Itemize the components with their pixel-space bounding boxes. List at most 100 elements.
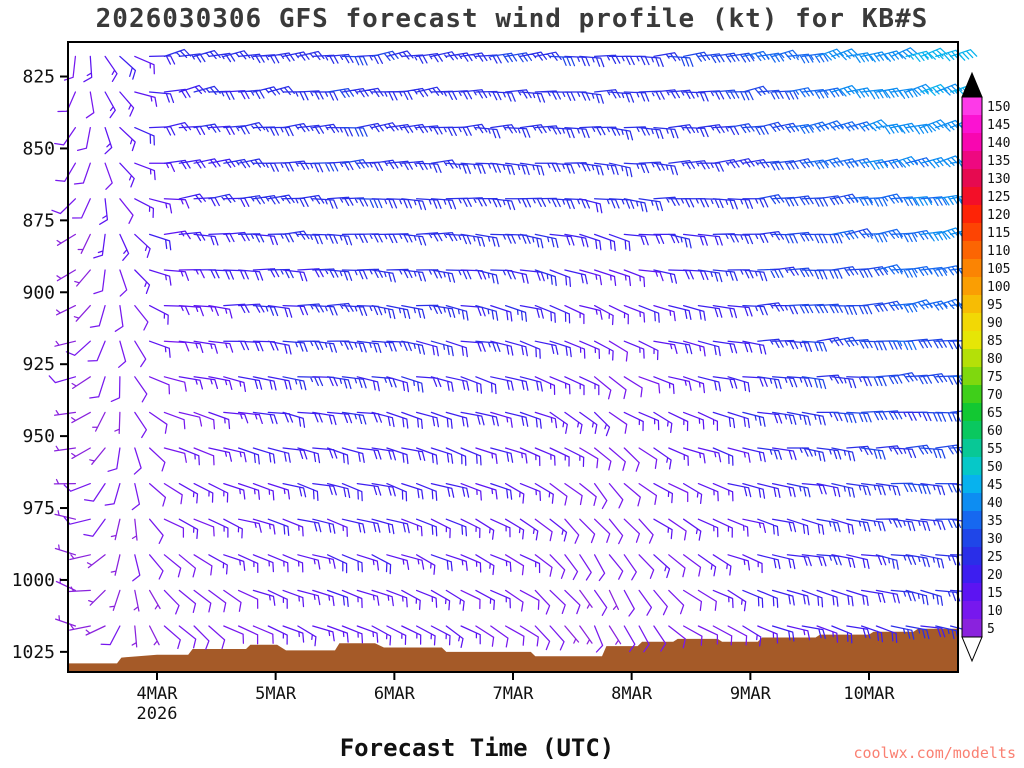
wind-barb <box>638 554 655 579</box>
wind-barb <box>519 124 547 134</box>
wind-barb <box>282 340 308 353</box>
wind-barb <box>401 54 428 64</box>
wind-barb <box>579 554 592 581</box>
wind-barb <box>519 340 541 359</box>
wind-barb <box>860 376 887 387</box>
wind-barb <box>237 269 264 281</box>
wind-barb <box>77 233 91 254</box>
wind-barb <box>860 232 888 243</box>
wind-barb <box>148 411 168 434</box>
wind-barb <box>401 518 423 537</box>
wind-barb <box>401 340 426 355</box>
wind-barb <box>148 126 176 136</box>
wind-barb <box>623 411 644 432</box>
wind-barb <box>133 447 142 475</box>
wind-barb <box>668 89 695 100</box>
wind-barb <box>608 162 633 178</box>
wind-barb <box>148 554 164 580</box>
colorbar-tick-label: 90 <box>987 316 1003 331</box>
wind-barb <box>757 482 781 499</box>
wind-barb <box>771 411 797 425</box>
wind-barb <box>890 302 918 313</box>
wind-barb <box>208 625 226 650</box>
wind-barb <box>712 340 738 354</box>
wind-barb <box>697 198 724 209</box>
wind-barb <box>593 518 611 543</box>
wind-barb <box>816 48 844 61</box>
wind-barb <box>504 233 531 244</box>
wind-barb <box>371 91 398 101</box>
wind-barb <box>638 269 664 282</box>
watermark-link[interactable]: coolwx.com/modelts <box>853 744 1016 762</box>
wind-barb <box>816 518 841 533</box>
wind-barb <box>697 304 723 318</box>
wind-barb <box>831 48 859 61</box>
wind-barb <box>579 198 603 214</box>
wind-barb <box>134 55 155 75</box>
wind-barb <box>668 55 694 67</box>
wind-barb <box>148 340 171 358</box>
wind-barb <box>920 518 946 531</box>
wind-barb <box>386 411 409 429</box>
wind-barb <box>326 340 354 350</box>
wind-barb <box>252 54 280 64</box>
wind-barb <box>445 589 465 611</box>
wind-barb <box>757 230 785 241</box>
wind-barb <box>401 447 426 462</box>
wind-barb <box>831 447 856 462</box>
wind-barb <box>846 268 873 278</box>
wind-barb <box>401 123 429 134</box>
wind-barb <box>564 161 591 172</box>
wind-barb <box>519 447 541 467</box>
wind-barb <box>920 589 944 606</box>
wind-barb <box>223 376 247 393</box>
wind-barb <box>905 411 932 422</box>
wind-barb <box>697 482 719 502</box>
wind-barb <box>460 482 482 501</box>
wind-barb <box>727 340 753 353</box>
wind-barb <box>697 90 725 100</box>
wind-barb <box>371 269 396 283</box>
wind-barb <box>55 304 77 316</box>
wind-barb <box>564 55 590 67</box>
wind-barb <box>460 162 486 175</box>
wind-barb <box>223 158 251 169</box>
wind-barb <box>549 589 566 615</box>
colorbar-segment <box>962 619 982 637</box>
wind-barb <box>430 411 453 429</box>
wind-barb <box>816 589 839 607</box>
wind-barb <box>831 266 859 277</box>
wind-barb <box>282 269 308 282</box>
wind-barb <box>519 51 548 61</box>
wind-barb <box>312 554 336 569</box>
wind-barb <box>846 445 873 456</box>
wind-barb <box>297 233 323 245</box>
wind-barb <box>119 55 137 80</box>
wind-barb <box>430 90 458 101</box>
wind-barb <box>682 160 710 170</box>
wind-barb <box>193 447 215 466</box>
wind-barb <box>460 376 483 394</box>
wind-barb <box>593 126 621 136</box>
x-tick-label: 7MAR <box>493 684 535 704</box>
wind-barb <box>148 233 172 251</box>
wind-barb <box>668 197 695 208</box>
wind-barb <box>564 482 583 506</box>
wind-barb <box>816 336 844 347</box>
wind-barb <box>371 340 397 352</box>
colorbar-tick-label: 70 <box>987 388 1003 403</box>
wind-barb <box>252 233 279 246</box>
wind-barb <box>460 233 486 247</box>
wind-barb <box>697 625 719 645</box>
wind-barb <box>504 518 525 540</box>
wind-barb <box>193 340 218 354</box>
wind-barb <box>114 411 121 435</box>
colorbar-segment <box>962 241 982 259</box>
wind-barb <box>549 55 576 67</box>
wind-barb <box>312 625 335 642</box>
wind-barb <box>282 376 307 391</box>
wind-barb <box>223 50 251 60</box>
wind-barb <box>801 411 826 426</box>
wind-barb <box>371 447 397 461</box>
wind-barb <box>163 269 190 281</box>
